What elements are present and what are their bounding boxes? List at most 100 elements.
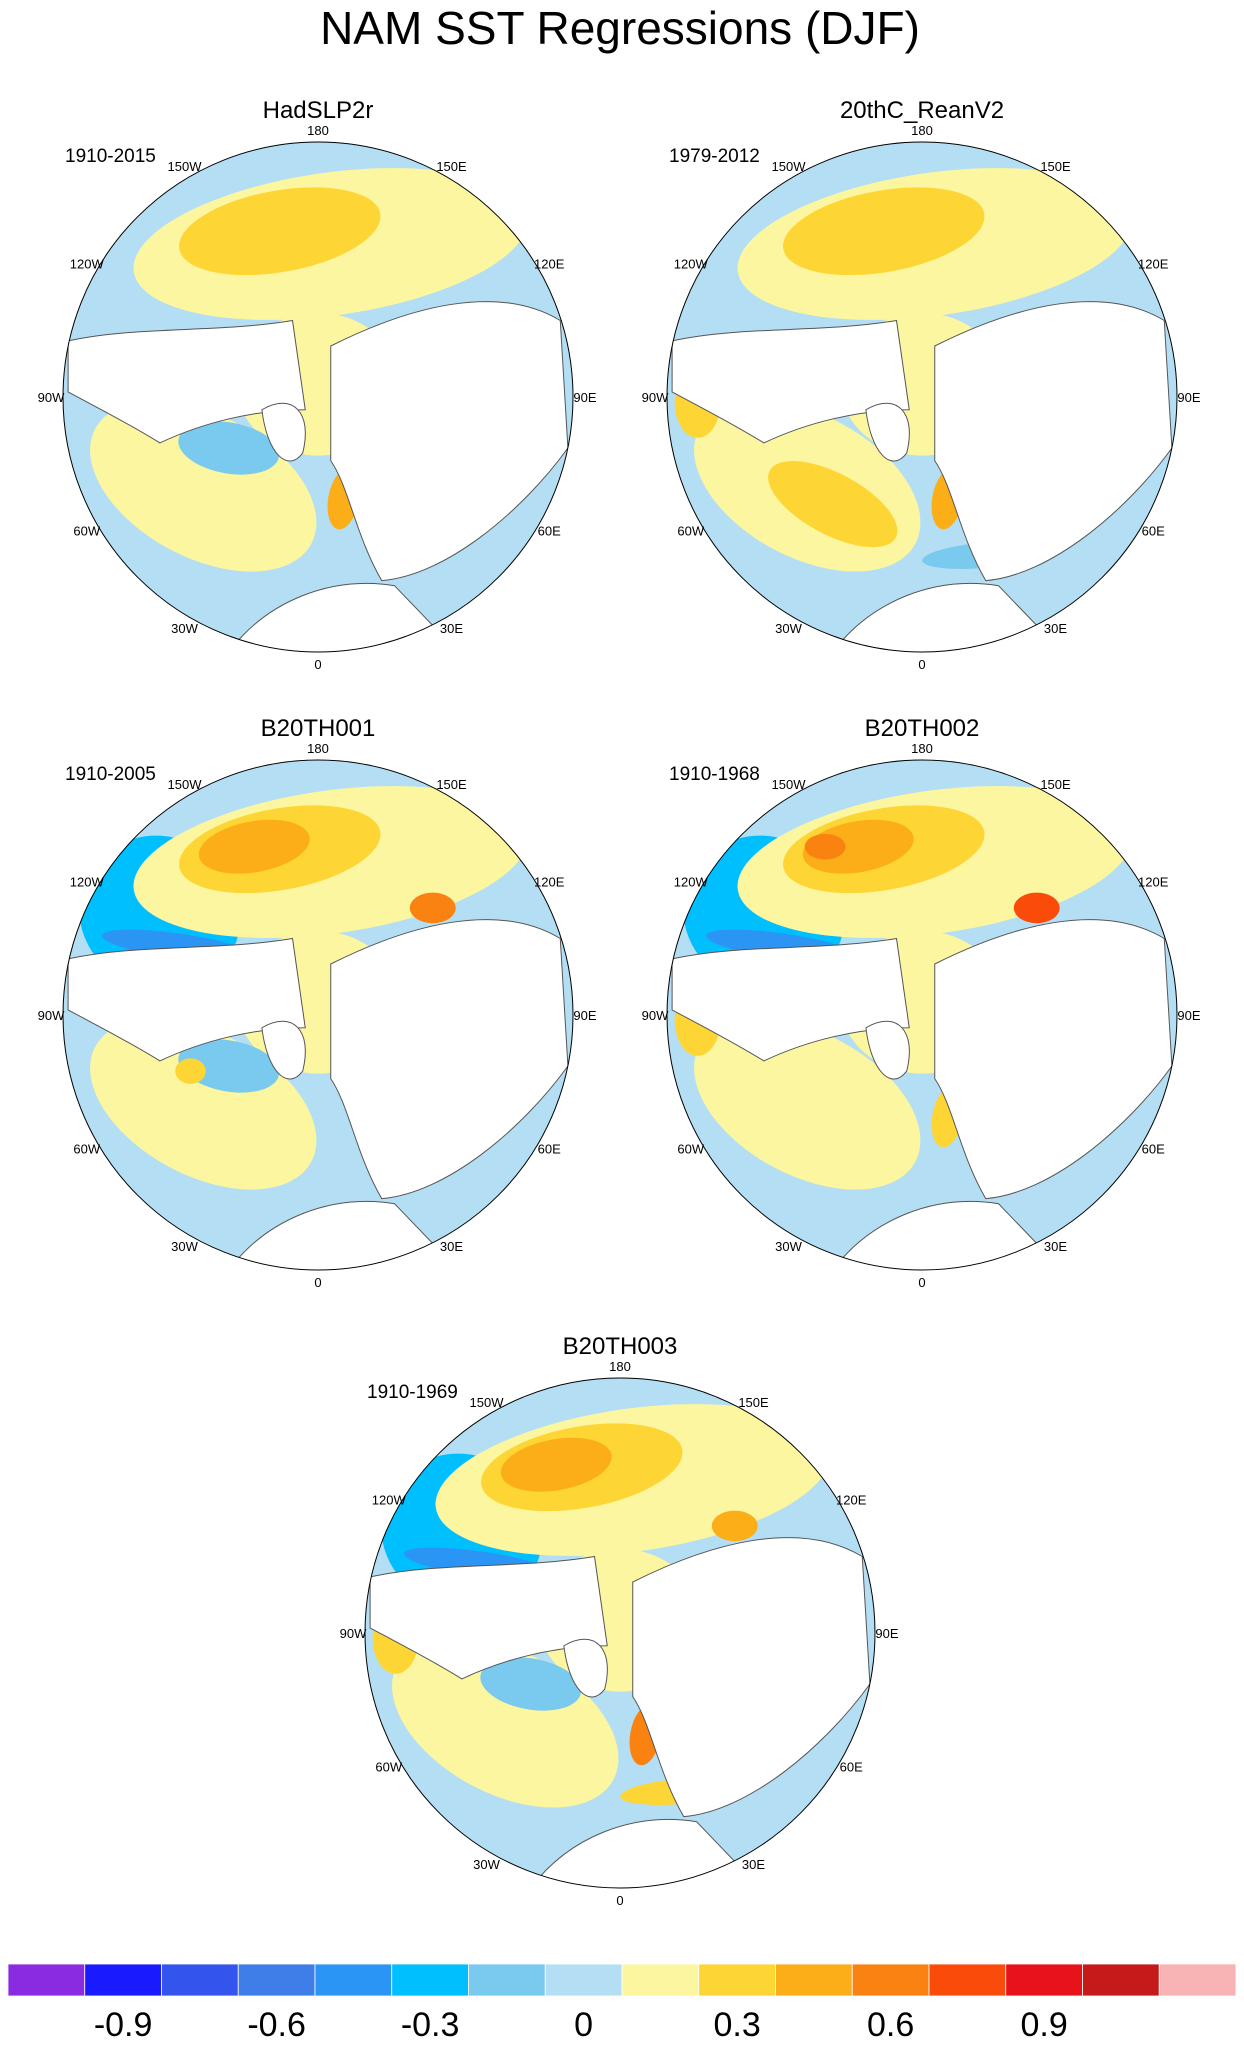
lon-label: 90E <box>1177 390 1200 405</box>
lon-label: 150W <box>168 159 203 174</box>
land-mass <box>369 1555 608 1680</box>
colorbar-swatch <box>775 1963 853 1997</box>
lon-label: 60W <box>73 524 100 539</box>
colorbar-swatch <box>621 1963 700 1997</box>
anomaly-okhotsk <box>711 1510 758 1542</box>
lon-label: 90W <box>642 1008 669 1023</box>
lon-label: 60E <box>1142 524 1165 539</box>
panel-b20th002: 180 150E 120E 90E 60E 30E 0 30W 60W 90W 120W 150W B2… <box>642 715 1201 1290</box>
lon-label: 0 <box>918 657 925 672</box>
lon-label: 150E <box>738 1395 769 1410</box>
land-mass <box>330 301 569 582</box>
lon-label: 60W <box>677 1142 704 1157</box>
lon-label: 0 <box>314 1275 321 1290</box>
colorbar-swatch <box>851 1963 930 1997</box>
lon-label: 120W <box>372 1493 407 1508</box>
period-label: 1910-1969 <box>367 1382 458 1403</box>
panel-20thc-reanv2: 180 150E 120E 90E 60E 30E 0 30W 60W 90W 120W 150W 20… <box>642 97 1201 672</box>
lon-label: 120W <box>674 257 709 272</box>
colorbar-tick-label: -0.6 <box>247 2006 306 2044</box>
land-mass <box>563 1638 608 1698</box>
map-field <box>365 1378 875 1888</box>
colorbar-tick-label: 0 <box>574 2006 593 2044</box>
colorbar-swatch <box>1082 1963 1160 1997</box>
lon-label: 90E <box>1177 1008 1200 1023</box>
lon-label: 60W <box>73 1142 100 1157</box>
lon-label: 120W <box>674 875 709 890</box>
land-mass <box>529 1818 762 1888</box>
colorbar: -0.9 -0.6 -0.3 0 0.3 0.6 0.9 <box>7 1963 1237 2044</box>
lon-label: 150W <box>168 777 203 792</box>
lon-label: 90E <box>573 1008 596 1023</box>
colorbar-swatch <box>1005 1963 1083 1997</box>
map-field <box>667 760 1177 1270</box>
anomaly-subtropical-atlantic <box>694 1018 921 1190</box>
period-label: 1910-1968 <box>669 764 760 785</box>
map-field <box>63 760 573 1270</box>
lon-label: 30E <box>440 1239 463 1254</box>
lon-label: 150W <box>772 777 807 792</box>
anomaly-okhotsk <box>409 892 456 924</box>
colorbar-swatch <box>314 1963 393 1997</box>
lon-label: 90W <box>642 390 669 405</box>
panel-b20th001: 180 150E 120E 90E 60E 30E 0 30W 60W 90W 120W 150W B2… <box>38 715 597 1290</box>
lon-label: 180 <box>911 741 933 756</box>
lon-label: 60E <box>538 524 561 539</box>
land-mass <box>330 919 569 1200</box>
lon-label: 150E <box>436 777 467 792</box>
map-field <box>667 142 1177 652</box>
land-mass <box>67 319 306 444</box>
panel-title: B20TH001 <box>261 715 376 742</box>
lon-label: 30W <box>171 621 198 636</box>
map-outline <box>364 1377 876 1889</box>
map-outline <box>62 141 574 653</box>
map-outline <box>666 141 1178 653</box>
colorbar-swatch <box>1158 1963 1237 1997</box>
land-mass <box>261 1020 306 1080</box>
map-outline <box>62 759 574 1271</box>
land-mass <box>831 1200 1064 1270</box>
lon-label: 60E <box>1142 1142 1165 1157</box>
land-mass <box>261 402 306 462</box>
colorbar-tick-label: -0.9 <box>94 2006 153 2044</box>
period-label: 1910-2005 <box>65 764 156 785</box>
lon-label: 150E <box>1040 159 1071 174</box>
land-mass <box>632 1537 871 1818</box>
anomaly-north-pacific-max <box>804 833 846 860</box>
colorbar-tick-label: -0.3 <box>401 2006 460 2044</box>
colorbar-swatch <box>237 1963 316 1997</box>
colorbar-swatch <box>161 1963 239 1997</box>
lon-label: 30E <box>1044 1239 1067 1254</box>
colorbar-swatch <box>7 1963 86 1997</box>
panel-title: B20TH002 <box>865 715 980 742</box>
lon-label: 150W <box>772 159 807 174</box>
land-mass <box>865 402 910 462</box>
panel-title: 20thC_ReanV2 <box>840 97 1004 124</box>
lon-label: 0 <box>616 1893 623 1908</box>
lon-label: 120E <box>1138 257 1169 272</box>
panel-b20th003: 180 150E 120E 90E 60E 30E 0 30W 60W 90W 120W 150W B2… <box>340 1333 899 1908</box>
lon-label: 90E <box>875 1626 898 1641</box>
land-mass <box>671 319 910 444</box>
lon-label: 90W <box>38 1008 65 1023</box>
land-mass <box>865 1020 910 1080</box>
period-label: 1910-2015 <box>65 146 156 167</box>
lon-label: 60W <box>375 1760 402 1775</box>
lon-label: 90E <box>573 390 596 405</box>
lon-label: 150E <box>1040 777 1071 792</box>
lon-label: 120W <box>70 257 105 272</box>
lon-label: 30E <box>440 621 463 636</box>
lon-label: 90W <box>38 390 65 405</box>
lon-label: 120E <box>534 257 565 272</box>
lon-label: 60E <box>840 1760 863 1775</box>
colorbar-tick-label: 0.6 <box>867 2006 914 2044</box>
colorbar-swatch <box>84 1963 162 1997</box>
map-field <box>63 142 573 652</box>
colorbar-swatch <box>544 1963 623 1997</box>
land-mass <box>227 1200 460 1270</box>
colorbar-tick-label: 0.3 <box>713 2006 760 2044</box>
lon-label: 180 <box>307 741 329 756</box>
anomaly-subtropical-atlantic-core <box>768 461 898 548</box>
anomaly-labrador-sea <box>178 421 280 475</box>
